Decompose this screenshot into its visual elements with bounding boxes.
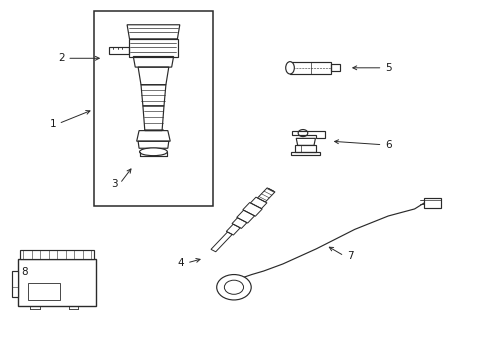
Text: 6: 6 <box>384 140 391 150</box>
Ellipse shape <box>285 62 294 74</box>
Text: 5: 5 <box>384 63 391 73</box>
Text: 3: 3 <box>111 179 117 189</box>
Circle shape <box>216 275 251 300</box>
Text: 1: 1 <box>49 118 56 129</box>
Bar <box>12 271 18 297</box>
Text: 2: 2 <box>58 53 64 63</box>
Ellipse shape <box>139 148 167 156</box>
Bar <box>20 250 94 259</box>
Text: 7: 7 <box>346 251 352 261</box>
Bar <box>28 283 61 300</box>
Text: 4: 4 <box>178 258 184 268</box>
Text: 8: 8 <box>21 267 28 277</box>
Bar <box>18 259 96 306</box>
Bar <box>93 11 213 207</box>
